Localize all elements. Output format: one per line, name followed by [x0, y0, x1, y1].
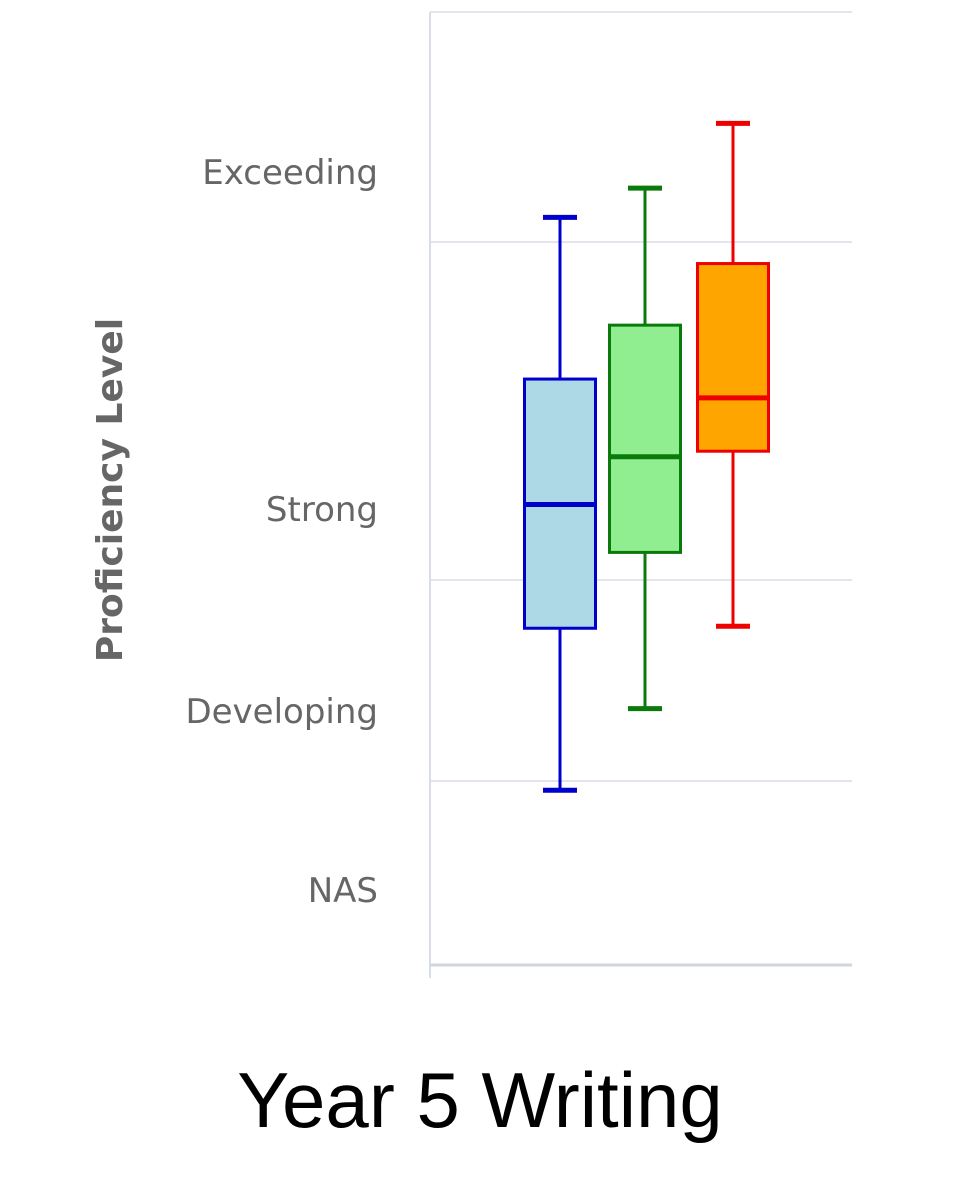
y-tick-label: Developing: [185, 692, 378, 732]
box-plot-1: [523, 214, 597, 793]
box-plot-3: [696, 120, 770, 629]
box-plot-2: [608, 185, 682, 712]
y-tick-label: NAS: [308, 871, 378, 911]
iqr-box: [696, 262, 770, 453]
iqr-box: [608, 323, 682, 554]
box-layer: [523, 120, 770, 793]
y-tick-label: Exceeding: [202, 153, 378, 193]
grid-layer: [430, 11, 852, 782]
axis-layer: [429, 12, 852, 978]
label-layer: NAS Developing Strong Exceeding: [185, 153, 378, 911]
chart-title: Year 5 Writing: [237, 1056, 723, 1144]
y-axis-title: Proficiency Level: [90, 318, 131, 662]
y-tick-label: Strong: [266, 490, 378, 530]
